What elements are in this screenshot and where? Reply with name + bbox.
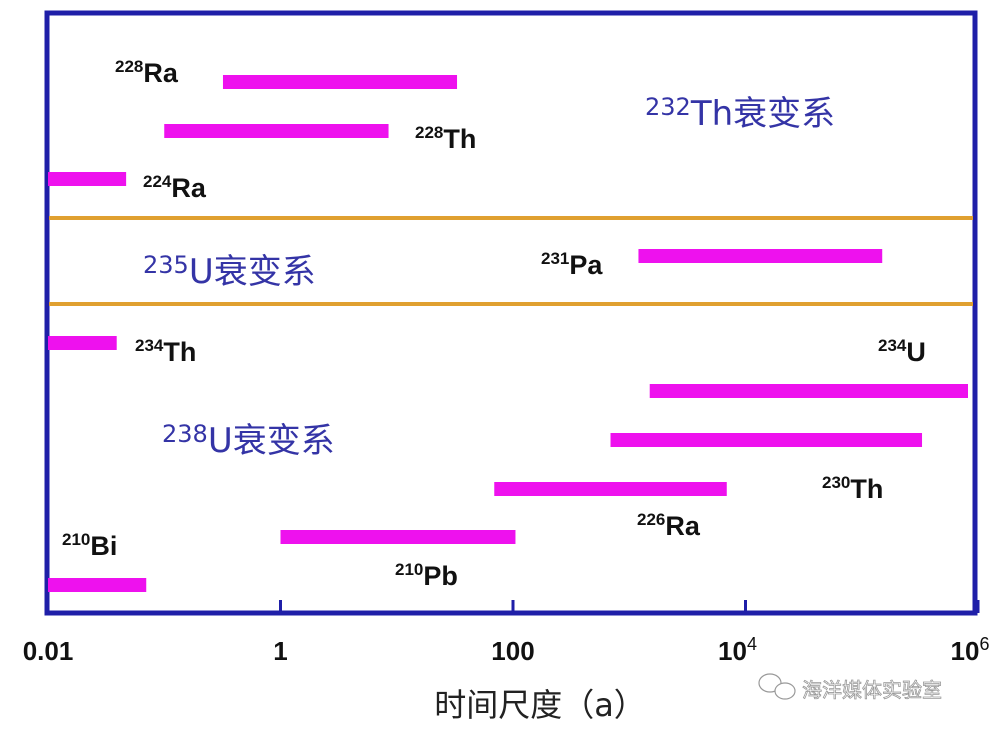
wechat-icon <box>758 673 796 700</box>
label-234th: 234Th <box>135 336 196 367</box>
mass-number: 210 <box>395 560 423 579</box>
x-tick-label: 0.01 <box>23 636 74 666</box>
mass-number: 224 <box>143 172 172 191</box>
bar-210pb <box>280 530 516 544</box>
bar-234th <box>48 336 117 350</box>
mass-number: 234 <box>878 336 907 355</box>
label-226ra: 226Ra <box>637 510 701 541</box>
element-symbol: Ra <box>171 173 206 203</box>
bar-234u <box>649 384 968 398</box>
x-tick-label: 1 <box>273 636 287 666</box>
label-224ra: 224Ra <box>143 172 207 203</box>
bar-228ra <box>222 75 458 89</box>
element-symbol: Ra <box>143 58 178 88</box>
element-symbol: Pa <box>569 250 603 280</box>
bar-228th <box>164 124 389 138</box>
x-tick-label: 100 <box>491 636 534 666</box>
series-label-232: 232Th衰变系 <box>645 93 835 134</box>
bar-226ra <box>494 482 727 496</box>
label-228th: 228Th <box>415 123 476 154</box>
mass-number: 210 <box>62 530 90 549</box>
mass-number: 228 <box>415 123 443 142</box>
element-symbol: Bi <box>90 531 117 561</box>
element-symbol: Th <box>850 474 883 504</box>
label-210pb: 210Pb <box>395 560 458 591</box>
element-symbol: Th <box>163 337 196 367</box>
bar-230th <box>610 433 923 447</box>
mass-number: 231 <box>541 249 569 268</box>
element-symbol: Pb <box>423 561 458 591</box>
plot-frame <box>44 10 978 616</box>
x-tick-label: 104 <box>718 634 757 666</box>
mass-number: 226 <box>637 510 665 529</box>
series-label-238: 238U衰变系 <box>162 420 335 461</box>
label-228ra: 228Ra <box>115 57 179 88</box>
label-234u: 234U <box>878 336 926 367</box>
label-230th: 230Th <box>822 473 883 504</box>
series-label-235: 235U衰变系 <box>143 251 316 292</box>
watermark-text: 海洋媒体实验室 <box>802 678 942 702</box>
mass-number: 230 <box>822 473 850 492</box>
element-symbol: U <box>906 337 926 367</box>
x-tick-label: 106 <box>951 634 990 666</box>
bar-224ra <box>48 172 127 186</box>
bar-210bi <box>48 578 147 592</box>
mass-number: 234 <box>135 336 164 355</box>
element-symbol: Ra <box>665 511 700 541</box>
watermark: 海洋媒体实验室 <box>758 673 942 702</box>
element-symbol: Th <box>443 124 476 154</box>
bar-231pa <box>638 249 883 263</box>
label-231pa: 231Pa <box>541 249 603 280</box>
label-210bi: 210Bi <box>62 530 117 561</box>
mass-number: 228 <box>115 57 143 76</box>
x-axis-label: 时间尺度（a） <box>434 686 646 724</box>
